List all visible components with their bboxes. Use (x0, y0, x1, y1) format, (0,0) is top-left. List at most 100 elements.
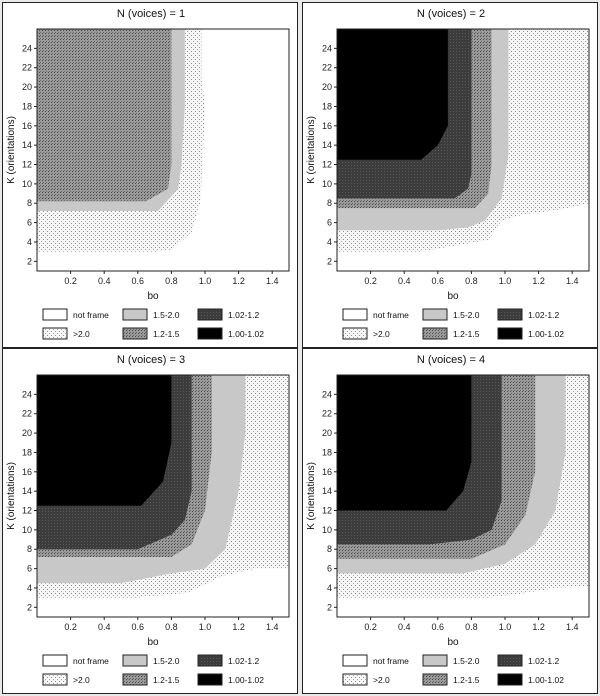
chart-title: N (voices) = 3 (117, 354, 185, 366)
legend-swatch (42, 654, 68, 667)
x-tick-label: 1.2 (232, 622, 245, 632)
legend-swatch (197, 308, 223, 321)
y-tick-label: 10 (22, 525, 32, 535)
legend-label: 1.2-1.5 (153, 329, 180, 339)
y-tick-label: 16 (322, 121, 332, 131)
legend-label: 1.02-1.2 (528, 656, 559, 666)
legend-label: 1.5-2.0 (153, 656, 180, 666)
legend-label: >2.0 (73, 329, 90, 339)
legend-label: 1.2-1.5 (153, 675, 180, 685)
panel-n3: N (voices) = 3 2 4 6 8 10 12 14 16 18 20 22 24 0.2 0.4… (2, 348, 298, 694)
legend-swatch (197, 327, 223, 340)
y-tick-label: 10 (322, 179, 332, 189)
legend-swatch (342, 327, 368, 340)
legend-swatch (342, 673, 368, 686)
legend-swatch (422, 327, 448, 340)
legend-label: 1.2-1.5 (453, 675, 480, 685)
legend-label: not frame (373, 310, 409, 320)
legend-swatch (497, 654, 523, 667)
y-tick-label: 4 (327, 237, 332, 247)
x-tick-label: 1.4 (566, 622, 579, 632)
region-1-00-1-02 (337, 29, 448, 160)
x-tick-label: 0.2 (64, 622, 77, 632)
legend-swatch (122, 673, 148, 686)
region-1-00-1-02 (37, 375, 172, 506)
y-tick-label: 12 (322, 160, 332, 170)
legend-swatch (197, 673, 223, 686)
legend-swatch (122, 308, 148, 321)
legend-label: 1.5-2.0 (453, 310, 480, 320)
x-tick-label: 0.4 (398, 622, 411, 632)
x-tick-label: 1.4 (266, 276, 279, 286)
y-axis-label: K (orientations) (306, 116, 317, 184)
chart-title: N (voices) = 1 (117, 8, 185, 20)
x-tick-label: 0.2 (64, 276, 77, 286)
legend-swatch (42, 308, 68, 321)
panel-n1: N (voices) = 1 2 4 6 8 10 12 14 16 18 20 22 24 0.2 0.4… (2, 2, 298, 348)
legend-swatch (122, 654, 148, 667)
y-tick-label: 22 (322, 63, 332, 73)
y-tick-label: 14 (322, 140, 332, 150)
y-tick-label: 4 (327, 583, 332, 593)
x-tick-label: 1.0 (199, 622, 212, 632)
legend-swatch (497, 673, 523, 686)
chart-title: N (voices) = 4 (417, 354, 485, 366)
legend-label: 1.00-1.02 (528, 329, 564, 339)
y-tick-label: 18 (22, 101, 32, 111)
x-tick-label: 1.2 (532, 622, 545, 632)
y-tick-label: 2 (27, 602, 32, 612)
y-tick-label: 16 (322, 467, 332, 477)
y-tick-label: 2 (27, 256, 32, 266)
legend-label: 1.00-1.02 (528, 675, 564, 685)
y-tick-label: 4 (27, 237, 32, 247)
y-tick-label: 18 (322, 101, 332, 111)
x-tick-label: 1.2 (232, 276, 245, 286)
y-tick-label: 14 (322, 486, 332, 496)
plot-frame (36, 374, 290, 618)
legend-label: >2.0 (73, 675, 90, 685)
y-tick-label: 24 (322, 43, 332, 53)
x-tick-label: 0.8 (165, 622, 178, 632)
legend-swatch (342, 654, 368, 667)
y-tick-label: 12 (22, 160, 32, 170)
region-1-00-1-02 (337, 375, 472, 511)
y-tick-label: 16 (22, 121, 32, 131)
legend-label: 1.02-1.2 (228, 310, 259, 320)
y-tick-label: 4 (27, 583, 32, 593)
y-tick-label: 10 (322, 525, 332, 535)
y-tick-label: 24 (22, 389, 32, 399)
y-tick-label: 22 (322, 409, 332, 419)
y-axis-label: K (orientations) (306, 462, 317, 530)
y-tick-label: 24 (22, 43, 32, 53)
region-1-2-1-5 (37, 29, 172, 202)
legend-label: 1.5-2.0 (453, 656, 480, 666)
legend-swatch (342, 308, 368, 321)
x-tick-label: 1.0 (199, 276, 212, 286)
y-tick-label: 6 (327, 218, 332, 228)
legend-label: 1.02-1.2 (228, 656, 259, 666)
x-tick-label: 0.6 (432, 622, 445, 632)
x-tick-label: 0.6 (132, 622, 145, 632)
plot-frame (336, 374, 590, 618)
legend-label: not frame (73, 310, 109, 320)
x-tick-label: 0.4 (398, 276, 411, 286)
y-tick-label: 20 (22, 82, 32, 92)
legend-label: 1.00-1.02 (228, 675, 264, 685)
legend-label: 1.2-1.5 (453, 329, 480, 339)
legend-swatch (122, 327, 148, 340)
x-tick-label: 0.4 (98, 276, 111, 286)
y-tick-label: 16 (22, 467, 32, 477)
chart-title: N (voices) = 2 (417, 8, 485, 20)
legend-swatch (422, 654, 448, 667)
y-tick-label: 18 (22, 447, 32, 457)
legend-title: bo (147, 291, 159, 302)
x-tick-label: 0.6 (432, 276, 445, 286)
x-tick-label: 0.2 (364, 622, 377, 632)
y-tick-label: 22 (22, 63, 32, 73)
x-tick-label: 0.8 (465, 276, 478, 286)
y-tick-label: 2 (327, 256, 332, 266)
